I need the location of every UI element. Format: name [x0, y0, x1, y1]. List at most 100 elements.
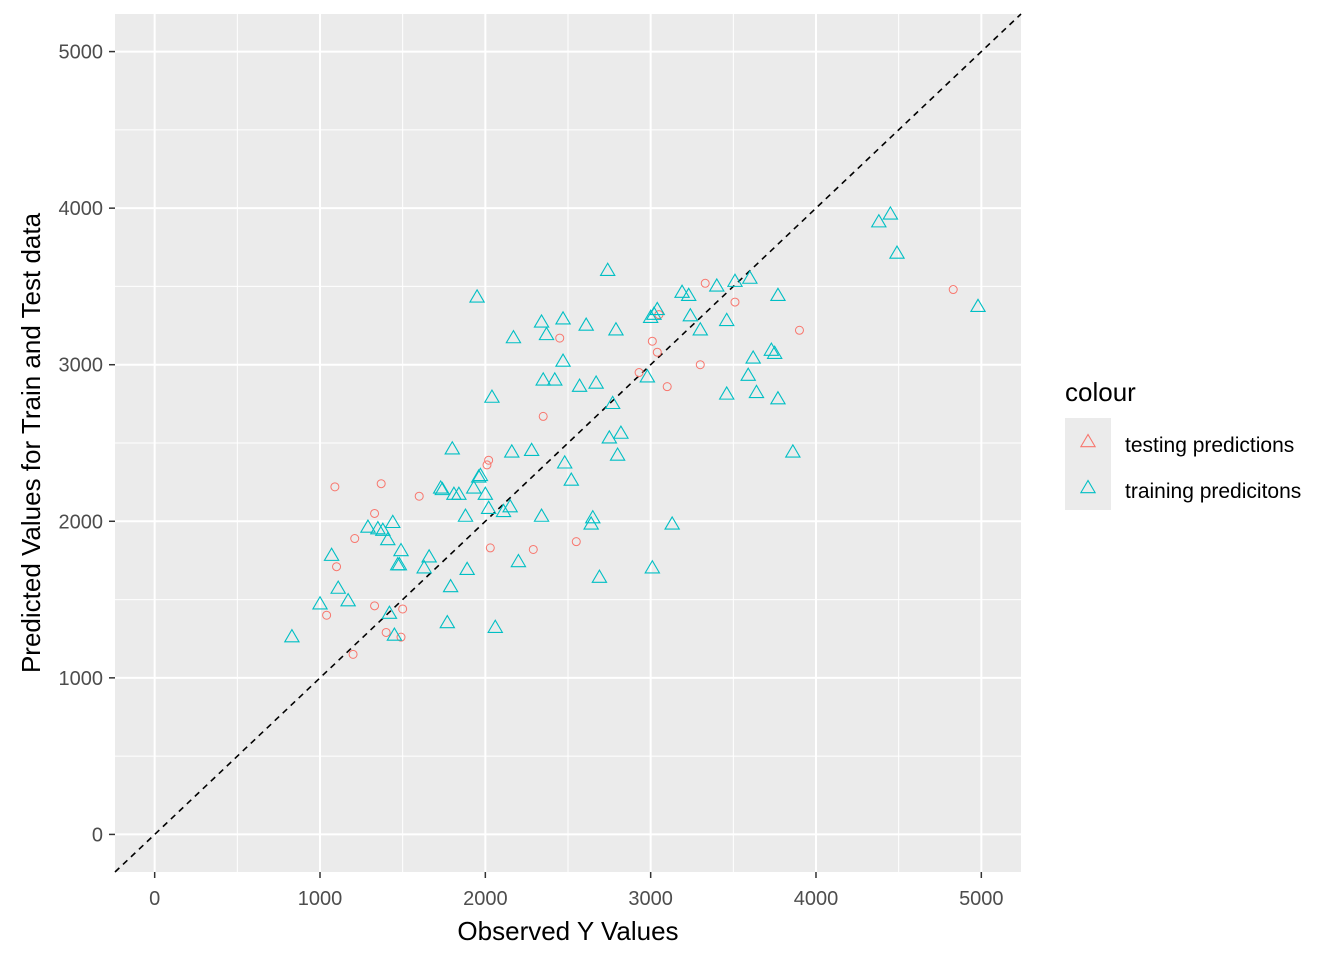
training-point: [766, 345, 783, 359]
legend-key-training-background: [1065, 464, 1111, 510]
training-point: [718, 312, 735, 327]
testing-point: [555, 333, 565, 343]
legend-keys: [1079, 433, 1097, 494]
testing-point: [528, 544, 538, 554]
training-point: [563, 471, 580, 486]
training-point: [533, 313, 550, 328]
testing-point: [794, 325, 804, 335]
testing-point: [381, 627, 391, 637]
training-point: [470, 468, 487, 483]
testing-point: [484, 455, 494, 465]
x-tick-label: 3000: [628, 888, 673, 910]
testing-point: [652, 347, 662, 357]
identity-line: [114, 13, 1022, 873]
legend-label-training: training predicitons: [1125, 480, 1301, 503]
training-point: [283, 628, 300, 643]
x-tick-label: 4000: [794, 888, 839, 910]
testing-point: [350, 534, 360, 544]
training-point: [442, 578, 459, 593]
training-point: [682, 307, 699, 322]
training-point: [763, 342, 780, 356]
training-point: [748, 384, 765, 399]
training-point: [708, 277, 725, 292]
training-point: [604, 395, 621, 410]
training-point: [649, 301, 666, 316]
training-point: [554, 310, 572, 325]
testing-point: [948, 285, 958, 295]
training-point: [434, 481, 451, 496]
testing-point: [695, 360, 705, 370]
x-axis-ticks: 0 1000 2000 3000 4000 5000: [149, 872, 1004, 910]
training-point: [745, 349, 762, 364]
training-point: [439, 614, 456, 629]
training-point: [391, 556, 408, 571]
training-point: [664, 515, 681, 530]
training-point: [468, 288, 486, 303]
training-point: [718, 385, 735, 400]
x-tick-label: 2000: [463, 888, 508, 910]
y-tick-label: 5000: [59, 42, 104, 64]
testing-point: [485, 543, 495, 553]
testing-point: [370, 508, 380, 518]
training-point: [421, 548, 438, 563]
testing-point: [398, 604, 408, 614]
training-point: [379, 531, 396, 546]
training-point: [740, 367, 757, 381]
testing-point: [538, 411, 548, 421]
testing-point: [396, 632, 406, 642]
training-point: [680, 287, 697, 302]
training-point: [330, 580, 347, 594]
training-point: [612, 425, 629, 439]
training-point: [465, 479, 482, 494]
training-point: [311, 595, 329, 610]
training-point: [538, 326, 555, 341]
training-point: [639, 368, 656, 383]
training-point: [459, 561, 476, 576]
legend: colour testing predictions training pred…: [1065, 377, 1301, 510]
legend-key-training: [1079, 479, 1097, 494]
training-point: [374, 522, 391, 536]
x-tick-label: 1000: [298, 888, 343, 910]
testing-point: [571, 537, 581, 547]
training-point: [591, 569, 608, 583]
testing-point: [730, 297, 740, 307]
training-point: [571, 378, 588, 392]
training-point: [784, 443, 801, 458]
training-point: [487, 619, 504, 633]
training-point: [483, 389, 501, 403]
training-point: [584, 509, 601, 524]
training-point: [726, 273, 744, 287]
testing-point: [348, 649, 358, 659]
training-point: [969, 298, 987, 312]
training-point: [692, 321, 709, 336]
training-point: [769, 287, 787, 302]
testing-point: [662, 382, 672, 392]
training-point: [769, 390, 787, 405]
legend-key-testing-background: [1065, 418, 1111, 464]
training-point: [882, 205, 899, 220]
training-point: [578, 316, 595, 331]
y-tick-label: 0: [92, 824, 103, 846]
training-point: [457, 508, 474, 522]
training-point: [502, 498, 519, 513]
identity-reference-line: [114, 13, 1022, 873]
training-point: [503, 443, 520, 458]
legend-key-testing: [1079, 433, 1097, 448]
testing-point: [482, 460, 492, 470]
legend-title: colour: [1065, 377, 1136, 407]
training-point: [323, 547, 340, 561]
training-point: [340, 592, 357, 607]
testing-point: [414, 491, 424, 501]
training-point: [386, 626, 403, 641]
training-point: [472, 467, 489, 482]
x-tick-label: 0: [149, 888, 160, 910]
training-point: [392, 542, 410, 557]
testing-point: [700, 278, 710, 288]
y-tick-label: 2000: [59, 511, 104, 533]
major-gridlines: [115, 14, 1021, 872]
training-point: [510, 553, 527, 568]
training-point: [741, 270, 758, 284]
training-point: [523, 442, 540, 457]
y-axis-ticks: 0 1000 2000 3000 4000 5000: [59, 42, 115, 846]
